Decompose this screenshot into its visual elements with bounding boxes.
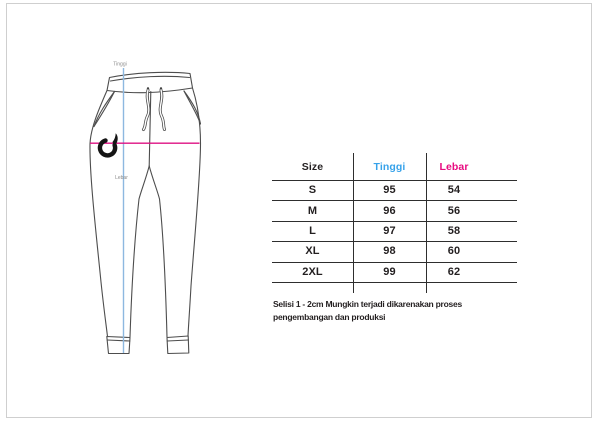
table-gridline (353, 153, 354, 293)
size-chart-table: Size Tinggi Lebar S 95 54 M 96 56 L 97 5… (272, 153, 482, 282)
column-header-tinggi: Tinggi (373, 160, 406, 173)
table-gridline (272, 180, 517, 181)
table-gridline (272, 200, 517, 202)
tinggi-value: 97 (383, 224, 396, 237)
lebar-value: 56 (447, 204, 461, 217)
height-line-label: Tinggi (113, 62, 126, 68)
center-front-seam (148, 90, 152, 167)
table-gridline (426, 153, 427, 293)
tinggi-value: 96 (383, 204, 396, 217)
right-cuff (166, 335, 190, 355)
lebar-value: 54 (447, 184, 461, 197)
column-header-size: Size (301, 160, 324, 173)
table-gridline (272, 282, 517, 283)
tinggi-value: 98 (383, 245, 396, 258)
right-outer-seam (187, 87, 202, 337)
pants-outline (89, 71, 202, 355)
table-gridline (272, 220, 517, 222)
left-cuff (106, 335, 131, 355)
left-cuff-seam (106, 339, 131, 342)
right-inseam (148, 165, 168, 338)
size-label: M (307, 204, 318, 217)
circular-arrow-logo-icon (97, 133, 118, 158)
footnote: Selisi 1 - 2cm Mungkin terjadi dikarenak… (273, 298, 523, 324)
left-outer-seam (89, 89, 109, 338)
lebar-value: 58 (447, 224, 461, 237)
tinggi-value: 95 (383, 184, 396, 197)
left-inseam (129, 165, 150, 338)
column-header-lebar: Lebar (439, 160, 469, 173)
lebar-value: 60 (447, 245, 461, 258)
size-label: XL (305, 245, 320, 258)
lebar-value: 62 (447, 265, 461, 278)
width-line-label: Lebar (115, 175, 128, 181)
drawstrings (142, 88, 166, 131)
right-cuff-seam (166, 339, 190, 342)
tinggi-value: 99 (383, 265, 396, 278)
size-label: L (309, 224, 316, 237)
waistband (106, 71, 194, 94)
table-gridline (272, 241, 517, 243)
size-label: 2XL (302, 265, 323, 278)
table-gridline (272, 261, 517, 263)
size-label: S (308, 184, 317, 197)
page-border-frame (6, 3, 592, 418)
footnote-line1: Selisi 1 - 2cm Mungkin terjadi dikarenak… (273, 299, 462, 309)
footnote-line2: pengembangan dan produksi (273, 312, 386, 322)
waistband-seam (109, 75, 191, 82)
